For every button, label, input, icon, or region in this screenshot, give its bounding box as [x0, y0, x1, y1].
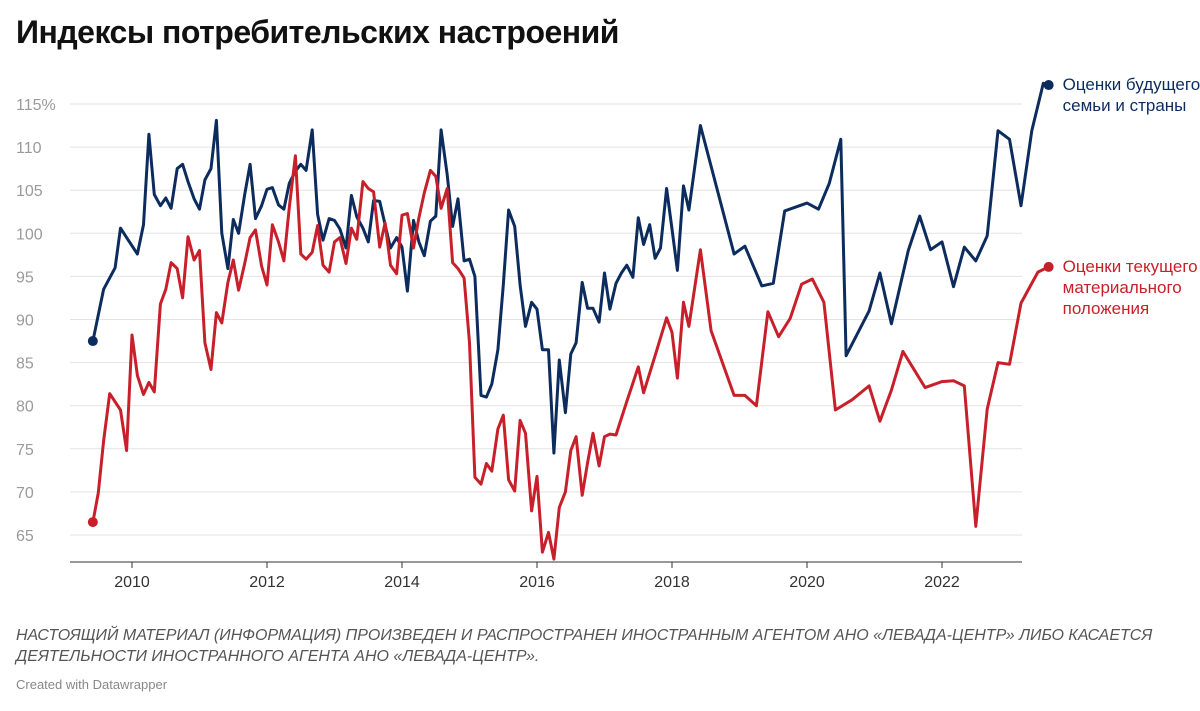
x-tick-label: 2016	[519, 574, 555, 591]
x-tick-label: 2012	[249, 574, 285, 591]
y-tick-label: 65	[16, 528, 34, 545]
y-tick-label: 95	[16, 269, 34, 286]
y-tick-label: 110	[16, 140, 42, 157]
y-tick-label: 75	[16, 442, 34, 459]
y-tick-label: 115%	[16, 97, 56, 114]
y-tick-label: 70	[16, 485, 34, 502]
series-end-point-future-outlook	[1043, 80, 1054, 91]
foreign-agent-note: НАСТОЯЩИЙ МАТЕРИАЛ (ИНФОРМАЦИЯ) ПРОИЗВЕД…	[16, 627, 1153, 665]
y-axis: 65 70 75 80 85 90 95 100 105 110 115%	[16, 97, 56, 545]
chart-title: Индексы потребительских настроений	[16, 14, 619, 50]
y-tick-label: 90	[16, 313, 34, 330]
x-tick-label: 2014	[384, 574, 420, 591]
grid	[70, 103, 1022, 536]
x-tick-label: 2020	[789, 574, 825, 591]
y-tick-label: 105	[16, 183, 43, 200]
x-tick-label: 2022	[924, 574, 960, 591]
series-line-current-situation	[91, 154, 1051, 561]
y-tick-label: 85	[16, 356, 34, 373]
series-label-future: Оценки будущего семьи и страны	[1062, 75, 1200, 116]
y-tick-label: 80	[16, 399, 34, 416]
credit: Created with Datawrapper	[16, 677, 168, 692]
series-endpoints	[87, 80, 1054, 528]
series-start-point-future-outlook	[87, 336, 98, 347]
x-tick-label: 2018	[654, 574, 690, 591]
x-axis: 2010 2012 2014 2016 2018 2020 2022	[70, 561, 1022, 591]
series-end-point-current-situation	[1043, 261, 1054, 272]
series-label-current: Оценки текущего материального положения	[1062, 256, 1198, 318]
x-tick-label: 2010	[114, 574, 150, 591]
line-chart: 65 70 75 80 85 90 95 100 105 110 115% 2010 2012 2014…	[16, 80, 1054, 591]
series-line-future-outlook	[91, 81, 1051, 455]
series-start-point-current-situation	[87, 517, 98, 528]
series-lines	[91, 81, 1051, 561]
y-tick-label: 100	[16, 226, 43, 243]
